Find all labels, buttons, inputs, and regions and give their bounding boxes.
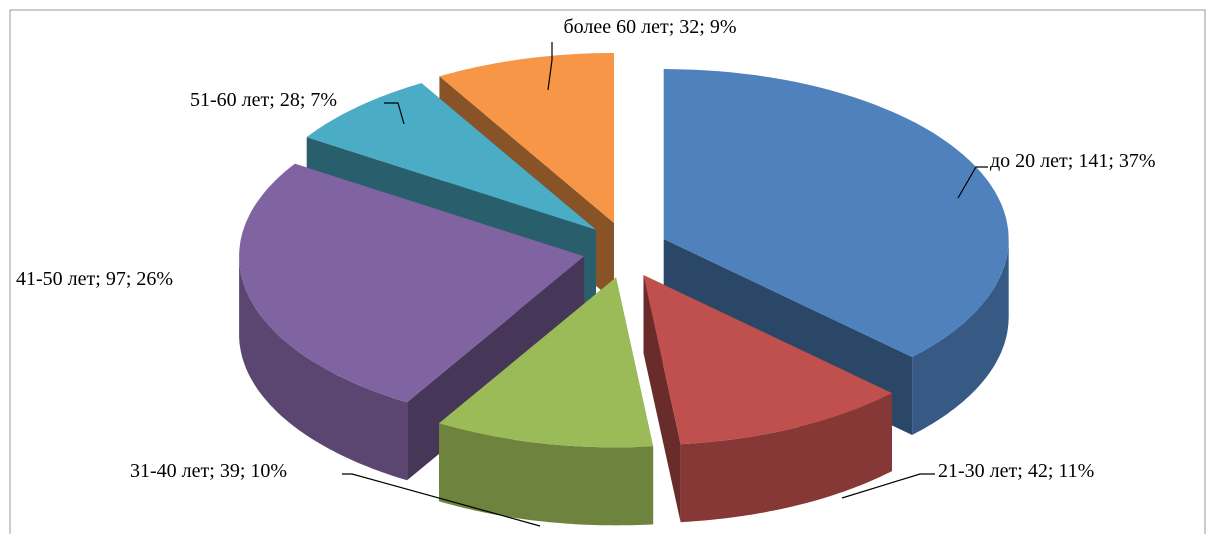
slice bbox=[439, 53, 614, 223]
data-label: 51-60 лет; 28; 7% bbox=[190, 89, 338, 111]
slice-side bbox=[643, 275, 681, 523]
data-label: 41-50 лет; 97; 26% bbox=[16, 268, 174, 290]
slice bbox=[239, 163, 585, 403]
data-label: до 20 лет; 141; 37% bbox=[990, 150, 1156, 172]
slice-side bbox=[239, 256, 408, 481]
leader-line bbox=[957, 166, 988, 199]
leader-line bbox=[547, 42, 553, 91]
slice-side bbox=[439, 423, 654, 526]
slice-side bbox=[912, 239, 1009, 435]
leader-lines bbox=[342, 42, 988, 527]
slice bbox=[439, 277, 654, 448]
leader-line bbox=[342, 473, 541, 527]
data-label: 31-40 лет; 39; 10% bbox=[130, 460, 288, 482]
leader-line bbox=[384, 102, 405, 125]
data-label: более 60 лет; 32; 9% bbox=[563, 16, 737, 38]
leader-line bbox=[841, 473, 935, 499]
slice bbox=[663, 69, 1009, 357]
pie bbox=[239, 53, 1009, 526]
slice bbox=[306, 83, 596, 230]
data-label: 21-30 лет; 42; 11% bbox=[938, 460, 1095, 482]
slice bbox=[643, 275, 892, 445]
frame bbox=[9, 9, 1206, 534]
slice-side bbox=[680, 393, 892, 523]
